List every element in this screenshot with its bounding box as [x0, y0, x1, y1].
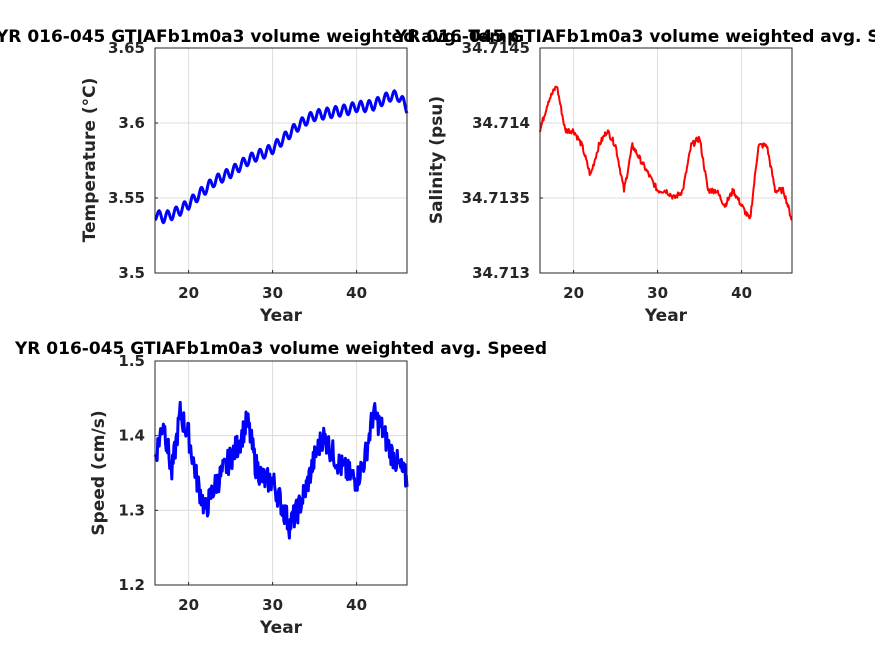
temperature-title: YR 016-045 GTIAFb1m0a3 volume weighted a…: [0, 27, 519, 47]
salinity-xtick-label-1: 30: [647, 284, 668, 302]
salinity-ytick-label-2: 34.714: [472, 114, 530, 132]
temperature-xlabel: Year: [259, 306, 303, 326]
temperature-ytick-label-2: 3.6: [118, 114, 145, 132]
speed-series-line: [153, 400, 409, 540]
temperature-xtick-label-2: 40: [346, 284, 367, 302]
salinity-axes-box: [539, 47, 793, 274]
temperature-ylabel: Temperature (°C): [80, 78, 100, 243]
speed-panel: 20 30 40 1.2 1.3 1.4 1.5 Year Speed (cm/s) YR …: [14, 339, 547, 638]
temperature-ticks: 20 30 40 3.5 3.55 3.6 3.65: [108, 39, 367, 302]
salinity-title: YR 016-045 GTIAFb1m0a3 volume weighted a…: [394, 27, 875, 47]
speed-title: YR 016-045 GTIAFb1m0a3 volume weighted a…: [14, 339, 547, 359]
temperature-xtick-label-1: 30: [262, 284, 283, 302]
temperature-panel: 20 30 40 3.5 3.55 3.6 3.65 Year Temperature (°…: [0, 27, 519, 326]
speed-xlabel: Year: [259, 618, 303, 638]
salinity-xlabel: Year: [644, 306, 688, 326]
speed-ticks: 20 30 40 1.2 1.3 1.4 1.5: [118, 352, 367, 614]
salinity-ylabel: Salinity (psu): [427, 96, 447, 224]
salinity-ytick-label-0: 34.713: [472, 264, 530, 282]
speed-ylabel: Speed (cm/s): [89, 410, 109, 535]
temperature-series-line: [154, 89, 409, 225]
speed-ytick-label-0: 1.2: [118, 576, 145, 594]
speed-xtick-label-0: 20: [178, 596, 199, 614]
speed-axes-box: [154, 360, 408, 586]
speed-ytick-label-3: 1.5: [118, 352, 145, 370]
salinity-panel: 20 30 40 34.713 34.7135 34.714 34.7145 Year Sa…: [394, 27, 875, 326]
salinity-xtick-label-0: 20: [563, 284, 584, 302]
speed-plot-area: [155, 361, 407, 585]
speed-xtick-label-1: 30: [262, 596, 283, 614]
temperature-axes-box: [154, 47, 408, 274]
salinity-plot-area: [540, 48, 792, 273]
temperature-plot-area: [155, 48, 407, 273]
temperature-ytick-label-0: 3.5: [118, 264, 145, 282]
speed-ytick-label-2: 1.4: [118, 427, 145, 445]
speed-xtick-label-2: 40: [346, 596, 367, 614]
salinity-ytick-label-1: 34.7135: [462, 189, 530, 207]
temperature-ytick-label-3: 3.65: [108, 39, 145, 57]
salinity-series-line: [539, 85, 793, 221]
speed-ytick-label-1: 1.3: [118, 501, 145, 519]
temperature-xtick-label-0: 20: [178, 284, 199, 302]
salinity-ytick-label-3: 34.7145: [462, 39, 530, 57]
salinity-ticks: 20 30 40 34.713 34.7135 34.714 34.7145: [462, 39, 752, 302]
salinity-xtick-label-2: 40: [731, 284, 752, 302]
temperature-ytick-label-1: 3.55: [108, 189, 145, 207]
